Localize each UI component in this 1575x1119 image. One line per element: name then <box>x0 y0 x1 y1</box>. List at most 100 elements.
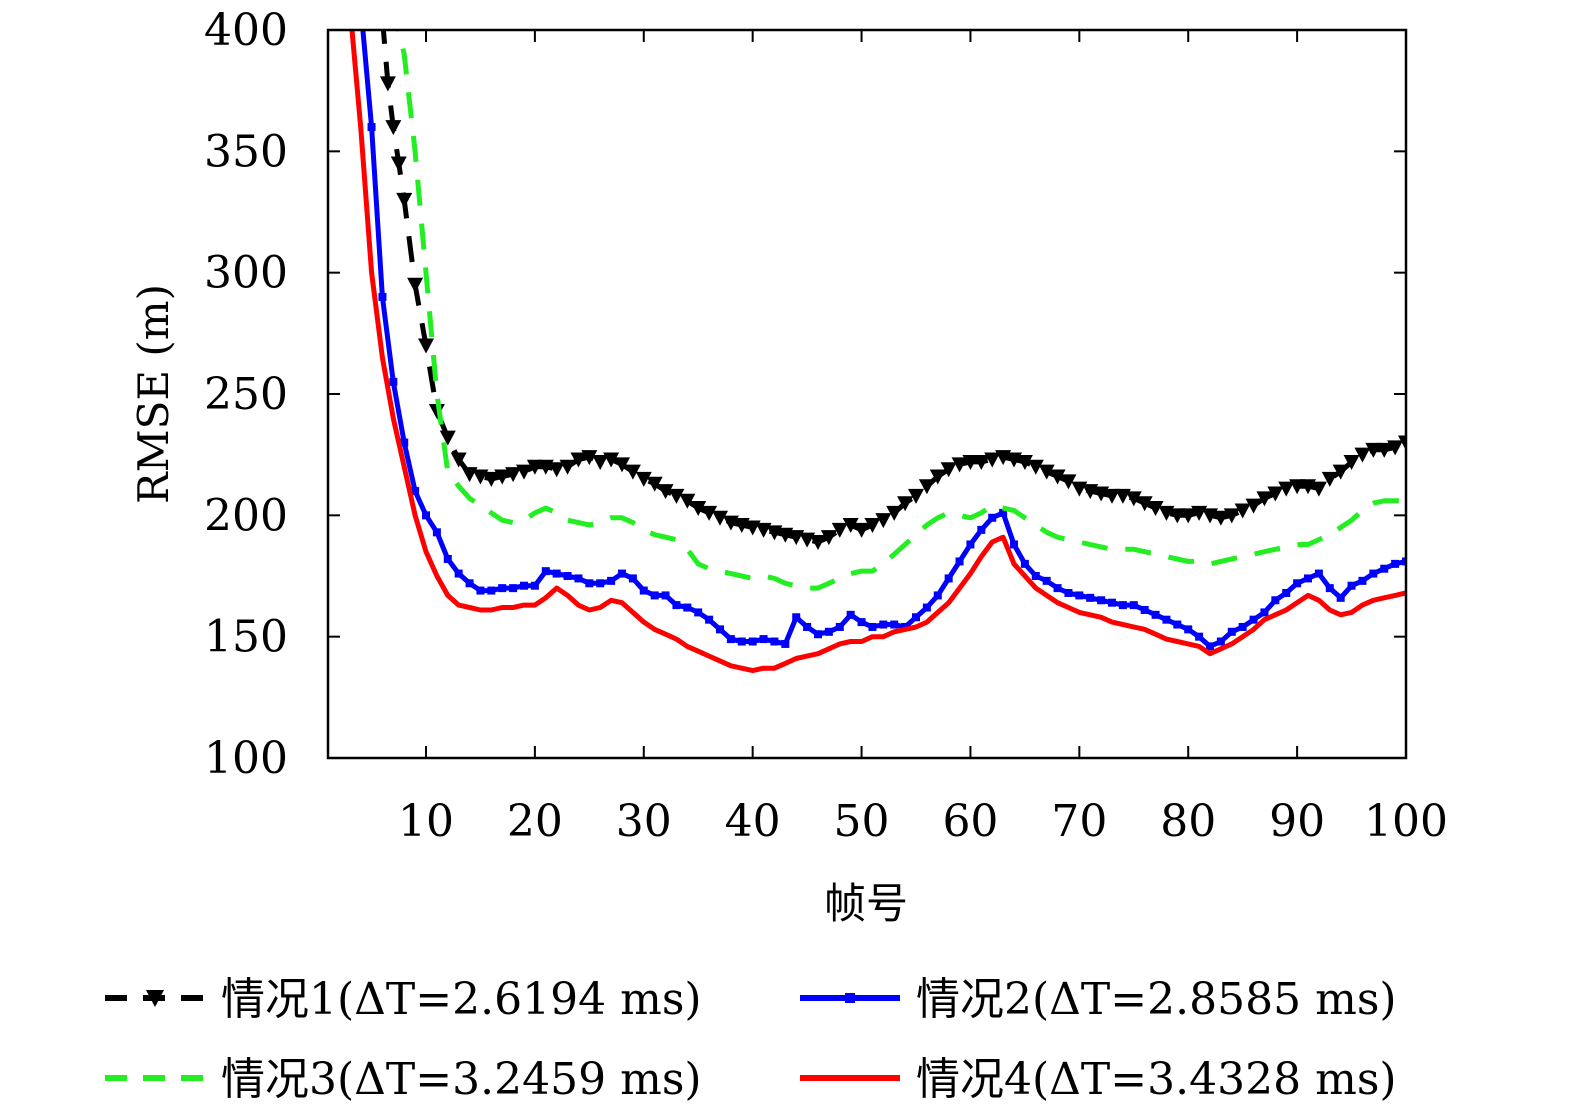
data-point-marker <box>581 450 598 466</box>
data-point-marker <box>367 123 376 132</box>
data-point-marker <box>1027 459 1044 475</box>
data-point-marker <box>422 511 430 520</box>
data-point-marker <box>465 579 474 588</box>
data-point-marker <box>1354 447 1371 463</box>
data-point-marker <box>944 574 953 583</box>
data-point-marker <box>1180 508 1197 524</box>
legend: 情况1(ΔT=2.6194 ms) 情况2(ΔT=2.8585 ms) 情况3(ΔT… <box>105 974 1397 1105</box>
data-point-marker <box>418 338 434 354</box>
legend-marker <box>146 990 164 1007</box>
data-point-marker <box>1271 596 1280 605</box>
data-point-marker <box>603 452 620 468</box>
data-point-marker <box>443 555 452 564</box>
data-point-marker <box>1016 454 1033 470</box>
legend-label: 情况1(ΔT=2.6194 ms) <box>221 974 702 1025</box>
data-point-marker <box>853 522 870 538</box>
data-point-marker <box>1321 471 1338 487</box>
data-point-marker <box>548 462 565 478</box>
data-point-marker <box>1402 557 1406 566</box>
data-point-marker <box>607 576 616 585</box>
y-tick-label: 350 <box>204 126 288 177</box>
x-tick-label: 70 <box>1051 796 1107 847</box>
series-line <box>396 30 1406 591</box>
data-point-marker <box>1049 469 1066 485</box>
data-point-marker <box>1304 574 1312 583</box>
data-point-marker <box>1060 474 1077 490</box>
data-point-marker <box>672 601 681 610</box>
data-point-marker <box>1310 481 1327 497</box>
data-point-marker <box>505 467 522 483</box>
data-point-marker <box>378 292 387 301</box>
data-point-marker <box>1289 479 1306 495</box>
data-point-marker <box>690 501 707 517</box>
data-point-marker <box>476 586 485 595</box>
data-point-marker <box>683 603 692 612</box>
data-point-marker <box>1223 508 1240 524</box>
data-point-marker <box>929 469 946 485</box>
data-point-marker <box>1129 601 1138 610</box>
data-point-marker <box>879 620 888 629</box>
data-point-marker <box>1097 596 1106 605</box>
data-point-marker <box>835 622 844 631</box>
data-point-marker <box>984 452 1001 468</box>
data-point-marker <box>585 579 594 588</box>
data-point-marker <box>1104 488 1120 504</box>
data-point-marker <box>1020 559 1029 568</box>
x-tick-label: 20 <box>507 796 563 847</box>
data-point-marker <box>1391 559 1400 568</box>
data-point-marker <box>1042 576 1051 585</box>
data-point-marker <box>618 569 626 578</box>
data-point-marker <box>908 488 924 504</box>
data-point-marker <box>1234 503 1251 519</box>
data-point-marker <box>650 591 659 600</box>
x-axis-label: 帧号 <box>824 879 908 928</box>
data-point-marker <box>498 584 507 593</box>
x-tick-label: 40 <box>725 796 781 847</box>
data-point-marker <box>701 505 718 521</box>
data-point-marker <box>1075 591 1084 600</box>
data-point-marker <box>716 625 724 634</box>
data-point-marker <box>1118 601 1127 610</box>
data-point-marker <box>868 622 877 631</box>
data-point-marker <box>966 540 975 549</box>
data-point-marker <box>973 454 990 470</box>
legend-item-3: 情况3(ΔT=3.2459 ms) <box>105 1054 702 1105</box>
data-point-marker <box>846 610 855 619</box>
data-point-marker <box>824 627 833 636</box>
data-point-marker <box>639 586 648 595</box>
data-point-marker <box>628 574 637 583</box>
data-point-marker <box>955 557 964 566</box>
data-point-marker <box>1173 620 1182 629</box>
data-point-marker <box>454 569 463 578</box>
series-1 <box>379 30 1406 551</box>
data-point-marker <box>890 620 899 629</box>
data-point-marker <box>1031 572 1040 580</box>
series-2 <box>360 30 1406 651</box>
data-point-marker <box>705 615 714 624</box>
data-point-marker <box>864 518 881 534</box>
data-point-marker <box>1086 593 1095 602</box>
data-point-marker <box>1169 508 1186 524</box>
y-tick-label: 250 <box>204 369 288 420</box>
data-point-marker <box>396 192 413 208</box>
data-point-marker <box>999 508 1008 517</box>
data-point-marker <box>1136 496 1153 512</box>
data-point-marker <box>918 479 935 495</box>
data-point-marker <box>407 277 424 293</box>
data-point-marker <box>1184 625 1193 634</box>
data-point-marker <box>1195 632 1204 641</box>
data-point-marker <box>646 476 663 492</box>
data-point-marker <box>792 613 801 622</box>
data-point-marker <box>977 525 986 534</box>
data-point-marker <box>842 518 859 534</box>
data-point-marker <box>1053 584 1062 593</box>
data-point-marker <box>1282 588 1291 597</box>
data-point-marker <box>781 639 790 648</box>
data-point-marker <box>385 120 402 136</box>
data-point-marker <box>1038 464 1055 480</box>
data-point-marker <box>661 591 670 600</box>
data-point-marker <box>592 454 609 470</box>
y-axis-label: RMSE (m) <box>129 284 178 504</box>
legend-item-4: 情况4(ΔT=3.4328 ms) <box>800 1054 1397 1105</box>
